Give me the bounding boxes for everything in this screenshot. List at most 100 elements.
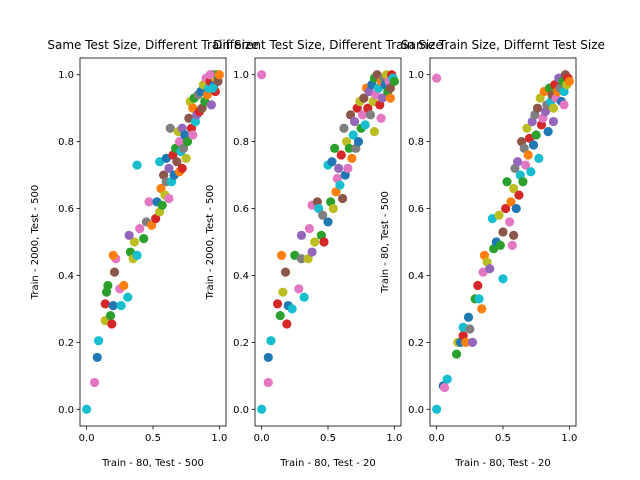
data-point bbox=[129, 237, 140, 247]
data-point bbox=[345, 110, 356, 120]
data-point bbox=[343, 163, 353, 173]
data-point bbox=[495, 240, 505, 250]
data-point bbox=[280, 267, 291, 277]
y-tick-label: 0.4 bbox=[58, 271, 74, 282]
data-point bbox=[440, 382, 450, 393]
data-point bbox=[307, 247, 317, 257]
data-point bbox=[526, 167, 536, 177]
y-tick-label: 1.0 bbox=[58, 70, 74, 81]
data-point bbox=[330, 143, 340, 153]
y-tick-label: 0.4 bbox=[233, 271, 249, 282]
data-point bbox=[347, 153, 357, 163]
data-point bbox=[282, 319, 292, 329]
y-tick-label: 0.8 bbox=[58, 137, 74, 148]
data-point bbox=[172, 157, 182, 167]
data-point bbox=[92, 352, 102, 363]
data-point bbox=[349, 116, 360, 127]
data-point bbox=[509, 230, 519, 240]
data-point bbox=[465, 324, 475, 334]
data-point bbox=[548, 116, 559, 127]
data-point bbox=[139, 234, 149, 244]
x-tick-label: 0.5 bbox=[495, 433, 511, 444]
data-point bbox=[511, 203, 521, 214]
data-point bbox=[336, 150, 346, 160]
data-point bbox=[339, 123, 349, 133]
x-tick-label: 0.5 bbox=[145, 433, 161, 444]
data-point bbox=[518, 177, 528, 187]
data-point bbox=[100, 299, 110, 309]
y-tick-label: 0.4 bbox=[408, 271, 424, 282]
data-point bbox=[310, 237, 320, 247]
data-point bbox=[357, 110, 368, 120]
data-point bbox=[135, 224, 145, 234]
data-point bbox=[463, 312, 474, 322]
data-point bbox=[474, 294, 484, 304]
x-tick-label: 1.0 bbox=[211, 433, 227, 444]
data-point bbox=[501, 203, 511, 214]
data-point bbox=[564, 76, 574, 87]
y-axis-label: Train - 80, Test - 500 bbox=[380, 191, 391, 294]
data-point bbox=[182, 137, 193, 147]
data-point bbox=[109, 267, 120, 277]
x-tick-label: 0.0 bbox=[79, 433, 95, 444]
data-point bbox=[513, 157, 523, 167]
data-point bbox=[498, 274, 508, 284]
data-point bbox=[314, 203, 324, 214]
chart-title: Same Test Size, Different Train Size bbox=[47, 38, 258, 52]
data-point bbox=[323, 217, 333, 227]
data-point bbox=[206, 100, 216, 110]
data-point bbox=[318, 210, 328, 220]
data-point bbox=[331, 187, 341, 197]
data-point bbox=[353, 137, 364, 147]
data-point bbox=[132, 250, 142, 260]
data-point bbox=[116, 300, 126, 311]
data-point bbox=[266, 336, 276, 346]
data-point bbox=[181, 153, 191, 163]
data-point bbox=[90, 377, 100, 388]
data-point bbox=[156, 183, 166, 194]
y-tick-label: 0.2 bbox=[233, 338, 249, 349]
y-tick-label: 0.0 bbox=[408, 405, 424, 416]
data-point bbox=[105, 311, 116, 321]
x-tick-label: 1.0 bbox=[561, 433, 577, 444]
data-point bbox=[385, 93, 395, 103]
data-point bbox=[82, 404, 92, 414]
x-axis-label: Train - 80, Test - 20 bbox=[454, 458, 550, 469]
data-point bbox=[334, 163, 344, 173]
data-point bbox=[559, 100, 569, 110]
data-point bbox=[389, 76, 399, 87]
subplot-3: 0.0 0.5 1.0 0.0 0.2 0.4 0.6 0.8 1.0 Train - 80, T… bbox=[380, 57, 577, 469]
x-tick-label: 0.0 bbox=[254, 433, 270, 444]
chart-title: Different Test Size, Different Train Siz… bbox=[213, 38, 443, 52]
data-point bbox=[108, 300, 118, 311]
data-point bbox=[377, 93, 388, 103]
x-tick-label: 0.5 bbox=[320, 433, 336, 444]
data-point bbox=[108, 250, 118, 260]
data-point bbox=[432, 404, 442, 414]
data-point bbox=[348, 130, 358, 140]
data-point bbox=[548, 103, 559, 113]
data-point bbox=[147, 220, 157, 230]
data-point bbox=[164, 193, 174, 204]
subplot-2: 0.0 0.5 1.0 0.0 0.2 0.4 0.6 0.8 1.0 Train - 80, T… bbox=[205, 57, 402, 469]
data-point bbox=[165, 123, 175, 133]
data-point bbox=[257, 70, 267, 80]
data-point bbox=[319, 237, 329, 247]
y-axis-label: Train - 2000, Test - 500 bbox=[30, 185, 41, 301]
data-point bbox=[535, 93, 545, 103]
data-point bbox=[477, 304, 487, 314]
data-point bbox=[178, 143, 189, 153]
data-point bbox=[177, 163, 187, 173]
data-point bbox=[485, 264, 495, 274]
data-point bbox=[327, 157, 337, 167]
data-point bbox=[296, 230, 307, 240]
data-point bbox=[532, 103, 543, 113]
data-point bbox=[522, 123, 532, 133]
data-point bbox=[303, 254, 313, 264]
x-tick-label: 1.0 bbox=[386, 433, 402, 444]
data-point bbox=[257, 404, 267, 414]
data-point bbox=[432, 73, 442, 83]
scatter-points bbox=[82, 70, 224, 414]
data-point bbox=[365, 110, 376, 120]
data-point bbox=[359, 93, 369, 103]
